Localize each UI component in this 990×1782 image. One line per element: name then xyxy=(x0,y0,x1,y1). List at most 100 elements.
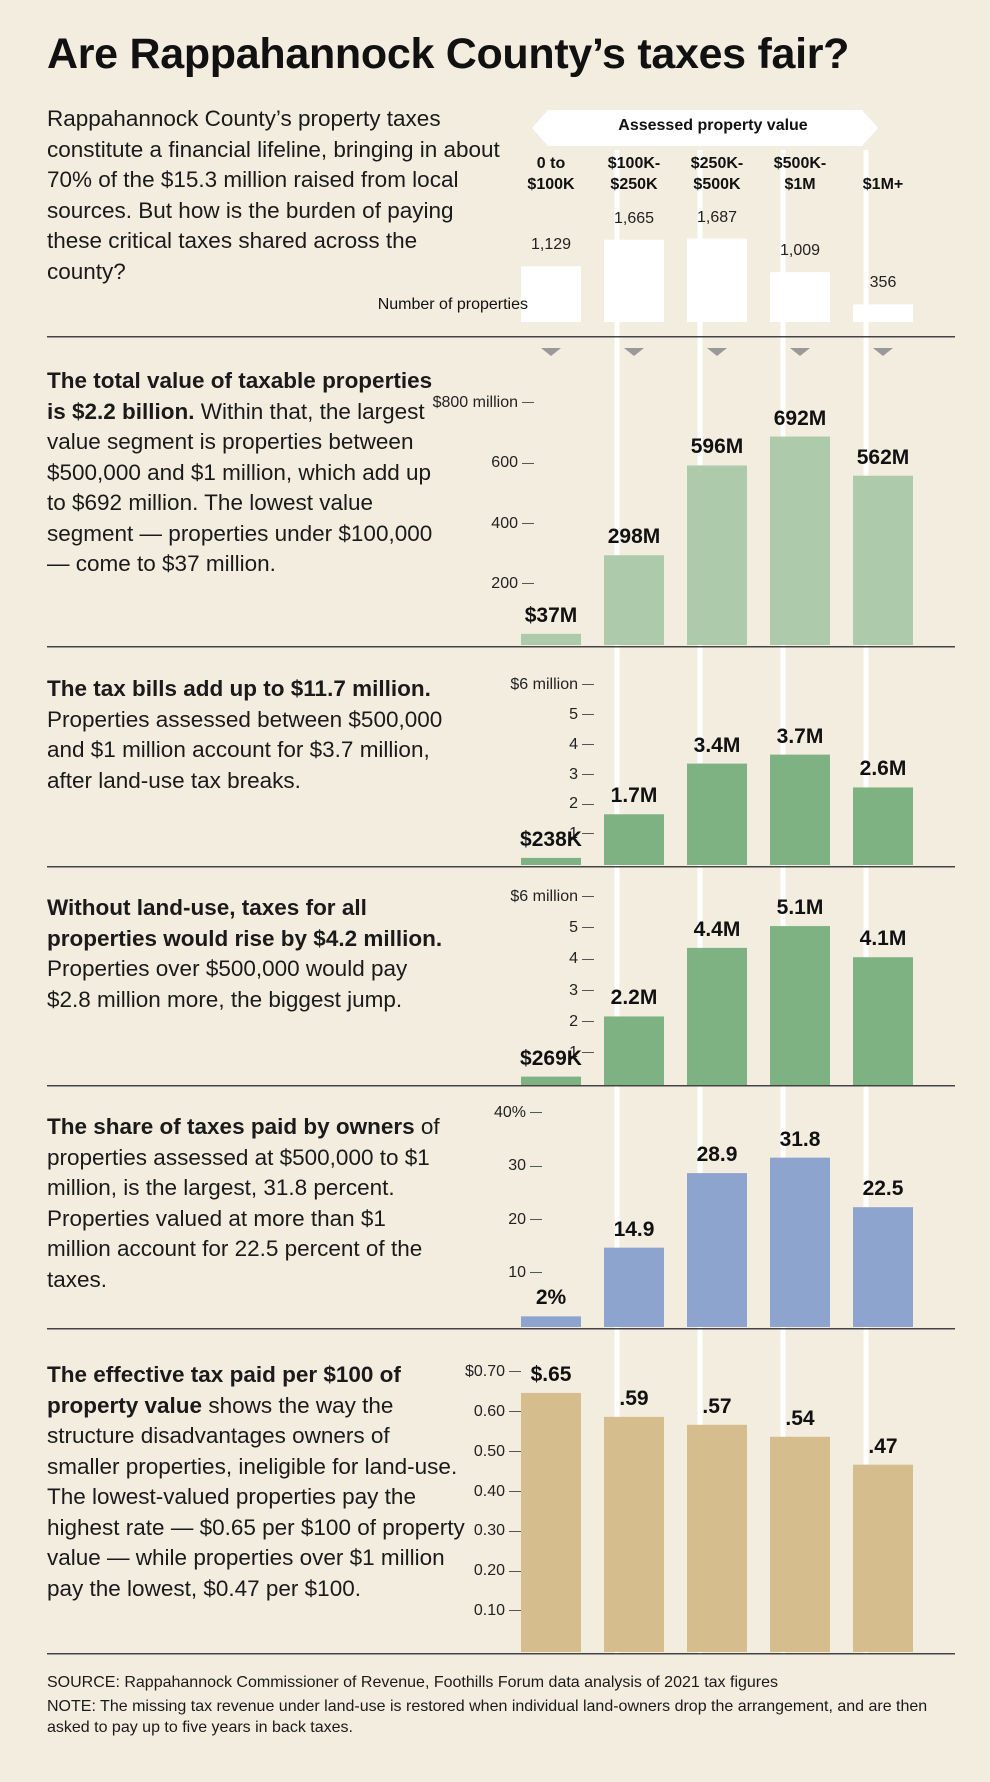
axis-tick-label: 0.10 xyxy=(474,1602,521,1620)
bar-value-label: $37M xyxy=(524,603,578,627)
section-3-text: Without land-use, taxes for all properti… xyxy=(47,893,447,1015)
bar xyxy=(770,1436,830,1652)
axis-tick-label: 4 xyxy=(569,950,594,968)
section-1-text: The total value of taxable properties is… xyxy=(47,366,447,580)
bar xyxy=(521,1076,581,1085)
bar xyxy=(687,238,747,322)
property-count-label: 1,687 xyxy=(696,208,738,226)
property-count-label: 1,129 xyxy=(530,236,572,254)
bar xyxy=(521,857,581,865)
column-label: $250K- $500K xyxy=(690,155,744,193)
section-2-rest: Properties assessed between $500,000 and… xyxy=(47,706,443,793)
bar xyxy=(521,633,581,645)
bar xyxy=(604,555,664,645)
tick-mark xyxy=(522,462,534,464)
tick-mark xyxy=(582,714,594,716)
bar xyxy=(770,754,830,865)
tick-mark xyxy=(509,1411,521,1413)
column-arrow-icon xyxy=(790,348,810,356)
column-arrow-icon xyxy=(707,348,727,356)
bar xyxy=(853,1464,913,1652)
section-1-rest: Within that, the largest value segment i… xyxy=(47,398,433,577)
tick-mark xyxy=(582,958,594,960)
section-4-bold: The share of taxes paid by owners xyxy=(47,1114,415,1139)
bar-value-label: $269K xyxy=(520,1046,582,1070)
bar xyxy=(853,1207,913,1327)
axis-tick-label: 0.40 xyxy=(474,1483,521,1501)
axis-tick-label: 5 xyxy=(569,919,594,937)
axis-tick-label: 10 xyxy=(508,1264,542,1282)
axis-tick-label: 200 xyxy=(491,575,534,593)
column-label: $100K- $250K xyxy=(607,155,661,193)
section-5-rest: shows the way the structure disadvantage… xyxy=(47,1392,465,1601)
bar-value-label: 4.1M xyxy=(859,927,907,951)
bar xyxy=(853,787,913,865)
section-5-text: The effective tax paid per $100 of prope… xyxy=(47,1360,467,1604)
tick-mark xyxy=(530,1112,542,1114)
axis-tick-label: $6 million xyxy=(510,676,594,694)
bar-value-label: 3.4M xyxy=(693,733,741,757)
bar-value-label: 3.7M xyxy=(776,724,824,748)
column-separator xyxy=(863,150,869,1655)
footer-note: NOTE: The missing tax revenue under land… xyxy=(47,1698,928,1736)
tick-mark xyxy=(522,522,534,524)
bar xyxy=(521,1316,581,1327)
bar xyxy=(687,465,747,645)
tick-mark xyxy=(582,1052,594,1054)
bar xyxy=(604,1016,664,1085)
axis-tick-label: 0.50 xyxy=(474,1443,521,1461)
assessed-value-banner-label: Assessed property value xyxy=(618,117,808,134)
axis-tick-label: $0.70 xyxy=(465,1363,521,1381)
tick-mark xyxy=(509,1490,521,1492)
tick-mark xyxy=(582,743,594,745)
bar-value-label: 31.8 xyxy=(779,1127,821,1151)
bar xyxy=(687,1424,747,1652)
section-3-rest: Properties over $500,000 would pay $2.8 … xyxy=(47,956,408,1012)
bar-value-label: .57 xyxy=(702,1394,732,1418)
bar-value-label: 562M xyxy=(856,445,910,469)
bar-value-label: 2.6M xyxy=(859,757,907,781)
tick-mark xyxy=(582,896,594,898)
bar xyxy=(521,266,581,322)
section-2-bold: The tax bills add up to $11.7 million. xyxy=(47,676,431,701)
bar-value-label: $.65 xyxy=(530,1362,572,1386)
section-divider xyxy=(47,866,955,868)
axis-tick-label: 1 xyxy=(569,1044,594,1062)
tick-mark xyxy=(530,1165,542,1167)
column-arrow-icon xyxy=(873,348,893,356)
tick-mark xyxy=(582,833,594,835)
axis-tick-label: 600 xyxy=(491,454,534,472)
tick-mark xyxy=(522,402,534,404)
axis-tick-label: 4 xyxy=(569,736,594,754)
section-divider xyxy=(47,646,955,648)
tick-mark xyxy=(582,803,594,805)
axis-tick-label: 40% xyxy=(494,1104,542,1122)
bar xyxy=(604,239,664,322)
bar-value-label: 2% xyxy=(535,1286,567,1310)
bar xyxy=(604,1247,664,1327)
bar-value-label: 5.1M xyxy=(776,896,824,920)
bar-value-label: .59 xyxy=(619,1386,649,1410)
tick-mark xyxy=(509,1570,521,1572)
axis-tick-label: 5 xyxy=(569,706,594,724)
tick-mark xyxy=(582,989,594,991)
bar xyxy=(853,304,913,322)
bar-value-label: 4.4M xyxy=(693,917,741,941)
column-arrow-icon xyxy=(624,348,644,356)
axis-tick-label: 3 xyxy=(569,766,594,784)
bar-value-label: 692M xyxy=(773,406,827,430)
tick-mark xyxy=(582,684,594,686)
axis-tick-label: $800 million xyxy=(433,394,534,412)
section-3-bold: Without land-use, taxes for all properti… xyxy=(47,895,443,951)
section-4-text: The share of taxes paid by owners of pro… xyxy=(47,1112,447,1295)
section-divider xyxy=(47,1328,955,1330)
bar-value-label: .54 xyxy=(785,1406,815,1430)
bar xyxy=(770,1157,830,1327)
column-label: 0 to $100K xyxy=(527,155,575,193)
axis-tick-label: 20 xyxy=(508,1211,542,1229)
tick-mark xyxy=(582,1020,594,1022)
intro-paragraph: Rappahannock County’s property taxes con… xyxy=(47,106,500,284)
column-separator xyxy=(697,150,703,1655)
assessed-value-banner xyxy=(532,110,878,146)
tick-mark xyxy=(509,1371,521,1373)
